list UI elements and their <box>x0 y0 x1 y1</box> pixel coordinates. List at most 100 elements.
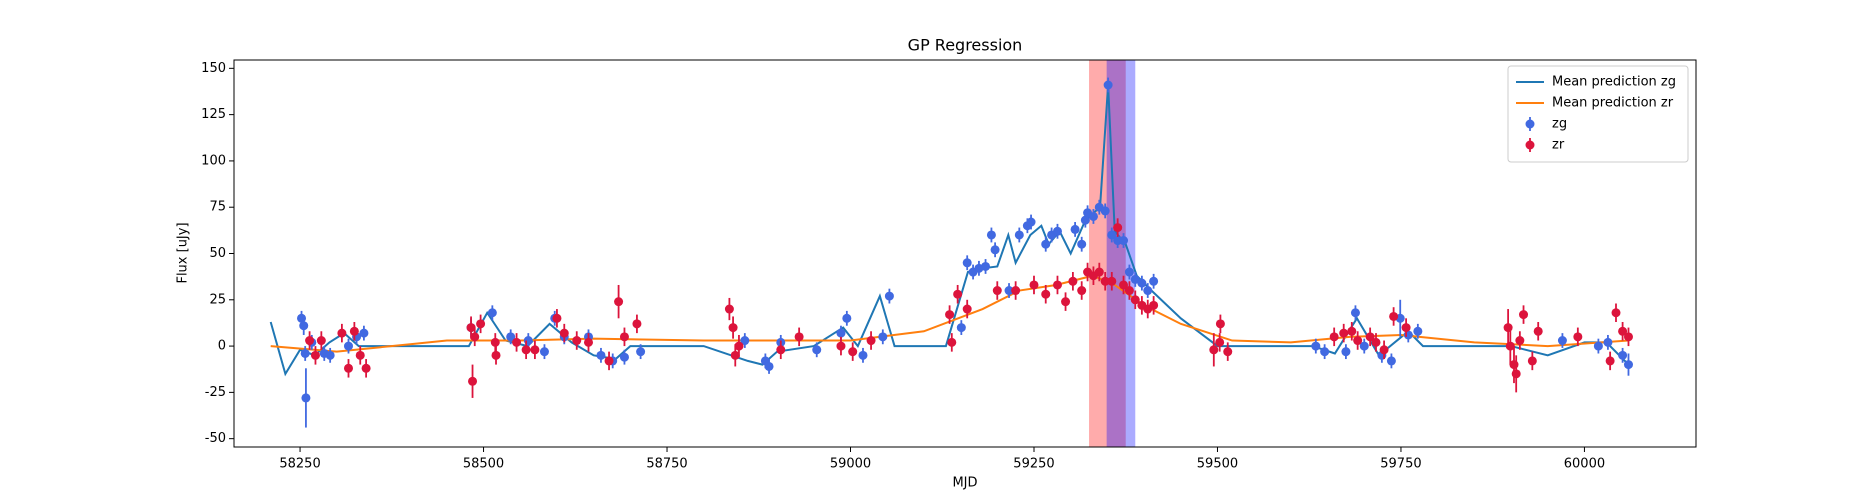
point <box>884 291 894 301</box>
point <box>1533 326 1543 336</box>
point <box>842 313 852 323</box>
point <box>466 323 476 333</box>
chart-title: GP Regression <box>908 36 1023 55</box>
point <box>1557 336 1567 346</box>
point <box>572 336 582 346</box>
point <box>1143 286 1153 296</box>
point <box>1215 319 1225 329</box>
point <box>1119 280 1129 290</box>
point <box>530 345 540 355</box>
point <box>491 350 501 360</box>
point <box>990 245 1000 255</box>
point <box>1519 310 1529 320</box>
legend-marker <box>1525 119 1535 129</box>
point <box>740 336 750 346</box>
point <box>1113 223 1123 233</box>
point <box>552 313 562 323</box>
point <box>506 332 516 342</box>
point <box>632 319 642 329</box>
x-tick-label: 59750 <box>1380 457 1421 472</box>
point <box>1088 211 1098 221</box>
point <box>476 319 486 329</box>
point <box>539 347 549 357</box>
point <box>1359 341 1369 351</box>
point <box>1618 350 1628 360</box>
point <box>1515 336 1525 346</box>
point <box>953 289 963 299</box>
point <box>728 323 738 333</box>
point <box>962 258 972 268</box>
point <box>734 341 744 351</box>
point <box>1130 274 1140 284</box>
y-tick-label: 25 <box>209 292 226 307</box>
point <box>1347 326 1357 336</box>
point <box>836 328 846 338</box>
y-tick-label: 150 <box>201 61 226 76</box>
point <box>1603 337 1613 347</box>
point <box>1014 230 1024 240</box>
point <box>1100 276 1110 286</box>
point <box>1623 360 1633 370</box>
point <box>1527 356 1537 366</box>
point <box>986 230 996 240</box>
point <box>1124 267 1134 277</box>
point <box>1386 356 1396 366</box>
point <box>512 337 522 347</box>
point <box>1215 337 1225 347</box>
point <box>1029 280 1039 290</box>
point <box>361 363 371 373</box>
point <box>945 310 955 320</box>
point <box>619 332 629 342</box>
point <box>1623 332 1633 342</box>
point <box>521 345 531 355</box>
point <box>1371 337 1381 347</box>
point <box>1103 80 1113 90</box>
point <box>1137 278 1147 288</box>
point <box>1320 347 1330 357</box>
y-axis-label: Flux [uJy] <box>176 222 191 283</box>
point <box>1004 286 1014 296</box>
point <box>1223 347 1233 357</box>
point <box>1329 332 1339 342</box>
point <box>349 326 359 336</box>
legend-label: Mean prediction zr <box>1552 96 1674 111</box>
point <box>490 337 500 347</box>
point <box>559 328 569 338</box>
y-tick-label: 125 <box>201 107 226 122</box>
point <box>487 308 497 318</box>
x-tick-label: 59500 <box>1197 457 1238 472</box>
point <box>1149 276 1159 286</box>
point <box>1503 323 1513 333</box>
point <box>1070 224 1080 234</box>
legend-label: Mean prediction zg <box>1552 75 1676 90</box>
point <box>1077 239 1087 249</box>
point <box>299 321 309 331</box>
point <box>1353 336 1363 346</box>
x-tick-label: 58500 <box>463 457 504 472</box>
point <box>1311 341 1321 351</box>
y-tick-label: 75 <box>209 200 226 215</box>
point <box>614 297 624 307</box>
point <box>1379 345 1389 355</box>
point <box>1511 369 1521 379</box>
plot-area <box>269 60 1633 447</box>
point <box>305 336 315 346</box>
point <box>604 356 614 366</box>
point <box>956 323 966 333</box>
point <box>619 352 629 362</box>
point <box>523 336 533 346</box>
point <box>812 345 822 355</box>
point <box>583 337 593 347</box>
y-tick-label: -50 <box>205 431 226 446</box>
point <box>848 347 858 357</box>
point <box>1573 332 1583 342</box>
point <box>764 361 774 371</box>
y-tick-label: 0 <box>218 339 226 354</box>
point <box>1026 217 1036 227</box>
x-tick-label: 60000 <box>1564 457 1605 472</box>
point <box>300 348 310 358</box>
point <box>1130 295 1140 305</box>
x-tick-label: 59000 <box>830 457 871 472</box>
point <box>1611 308 1621 318</box>
x-tick-label: 58750 <box>646 457 687 472</box>
